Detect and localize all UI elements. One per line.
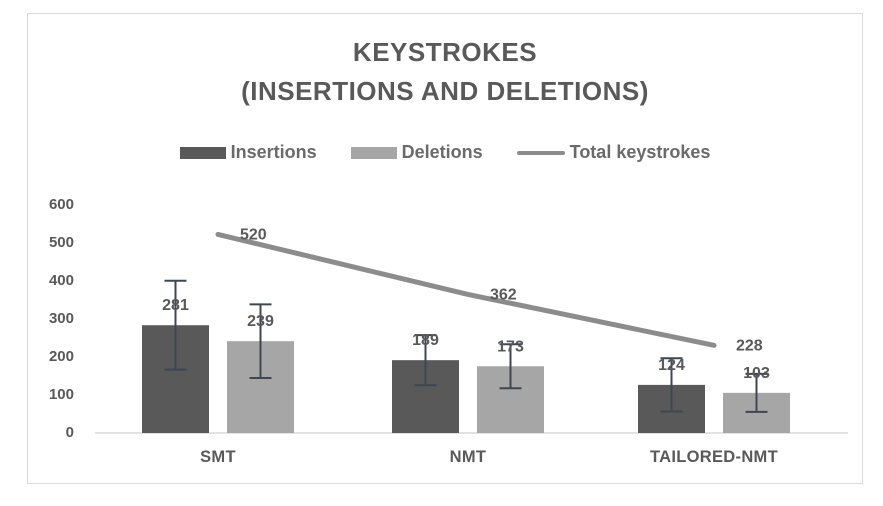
y-axis-tick-label: 200: [49, 348, 74, 365]
legend-item-insertions: Insertions: [179, 142, 317, 163]
legend-label-insertions: Insertions: [230, 142, 317, 162]
error-bar-insertions-nmt: [414, 334, 437, 387]
y-axis-tick-label: 100: [49, 386, 74, 403]
error-bar-deletions-smt: [249, 303, 272, 380]
x-category-label-tailored-nmt: TAILORED-NMT: [650, 448, 778, 466]
y-axis-tick-label: 0: [66, 424, 74, 441]
data-label-deletions-nmt: 173: [497, 338, 524, 355]
x-category-label-nmt: NMT: [450, 448, 487, 466]
y-axis-tick-label: 400: [49, 272, 74, 289]
legend-label-total-keystrokes: Total keystrokes: [569, 142, 711, 162]
data-label-deletions-tailored-nmt: 103: [743, 365, 770, 382]
legend-item-total-keystrokes: Total keystrokes: [516, 142, 711, 163]
data-label-insertions-nmt: 189: [412, 332, 439, 349]
legend-item-deletions: Deletions: [350, 142, 483, 163]
chart-title: KEYSTROKES (INSERTIONS AND DELETIONS): [27, 33, 863, 111]
chart-title-line2: (INSERTIONS AND DELETIONS): [241, 76, 649, 106]
y-axis-tick-label: 500: [49, 234, 74, 251]
data-label-total-keystrokes-tailored-nmt: 228: [736, 337, 763, 354]
error-bar-insertions-smt: [164, 279, 187, 371]
data-label-total-keystrokes-smt: 520: [240, 226, 267, 243]
error-bar-insertions-tailored-nmt: [660, 357, 683, 413]
total-keystrokes-line: [215, 231, 717, 348]
data-label-total-keystrokes-nmt: 362: [490, 286, 517, 303]
legend-label-deletions: Deletions: [401, 142, 483, 162]
y-axis-tick-label: 600: [49, 196, 74, 213]
deletions-swatch-icon: [350, 146, 397, 159]
y-axis-tick-label: 300: [49, 310, 74, 327]
total-keystrokes-line-swatch-icon: [516, 150, 565, 155]
data-label-insertions-smt: 281: [162, 297, 189, 314]
insertions-swatch-icon: [179, 146, 226, 159]
x-category-label-smt: SMT: [200, 448, 236, 466]
data-label-insertions-tailored-nmt: 124: [658, 357, 685, 374]
error-bar-deletions-tailored-nmt: [745, 372, 768, 413]
chart-legend: Insertions Deletions Total keystrokes: [27, 142, 863, 163]
error-bar-deletions-nmt: [499, 343, 522, 390]
chart-title-line1: KEYSTROKES: [352, 37, 538, 67]
data-label-deletions-smt: 239: [247, 313, 274, 330]
